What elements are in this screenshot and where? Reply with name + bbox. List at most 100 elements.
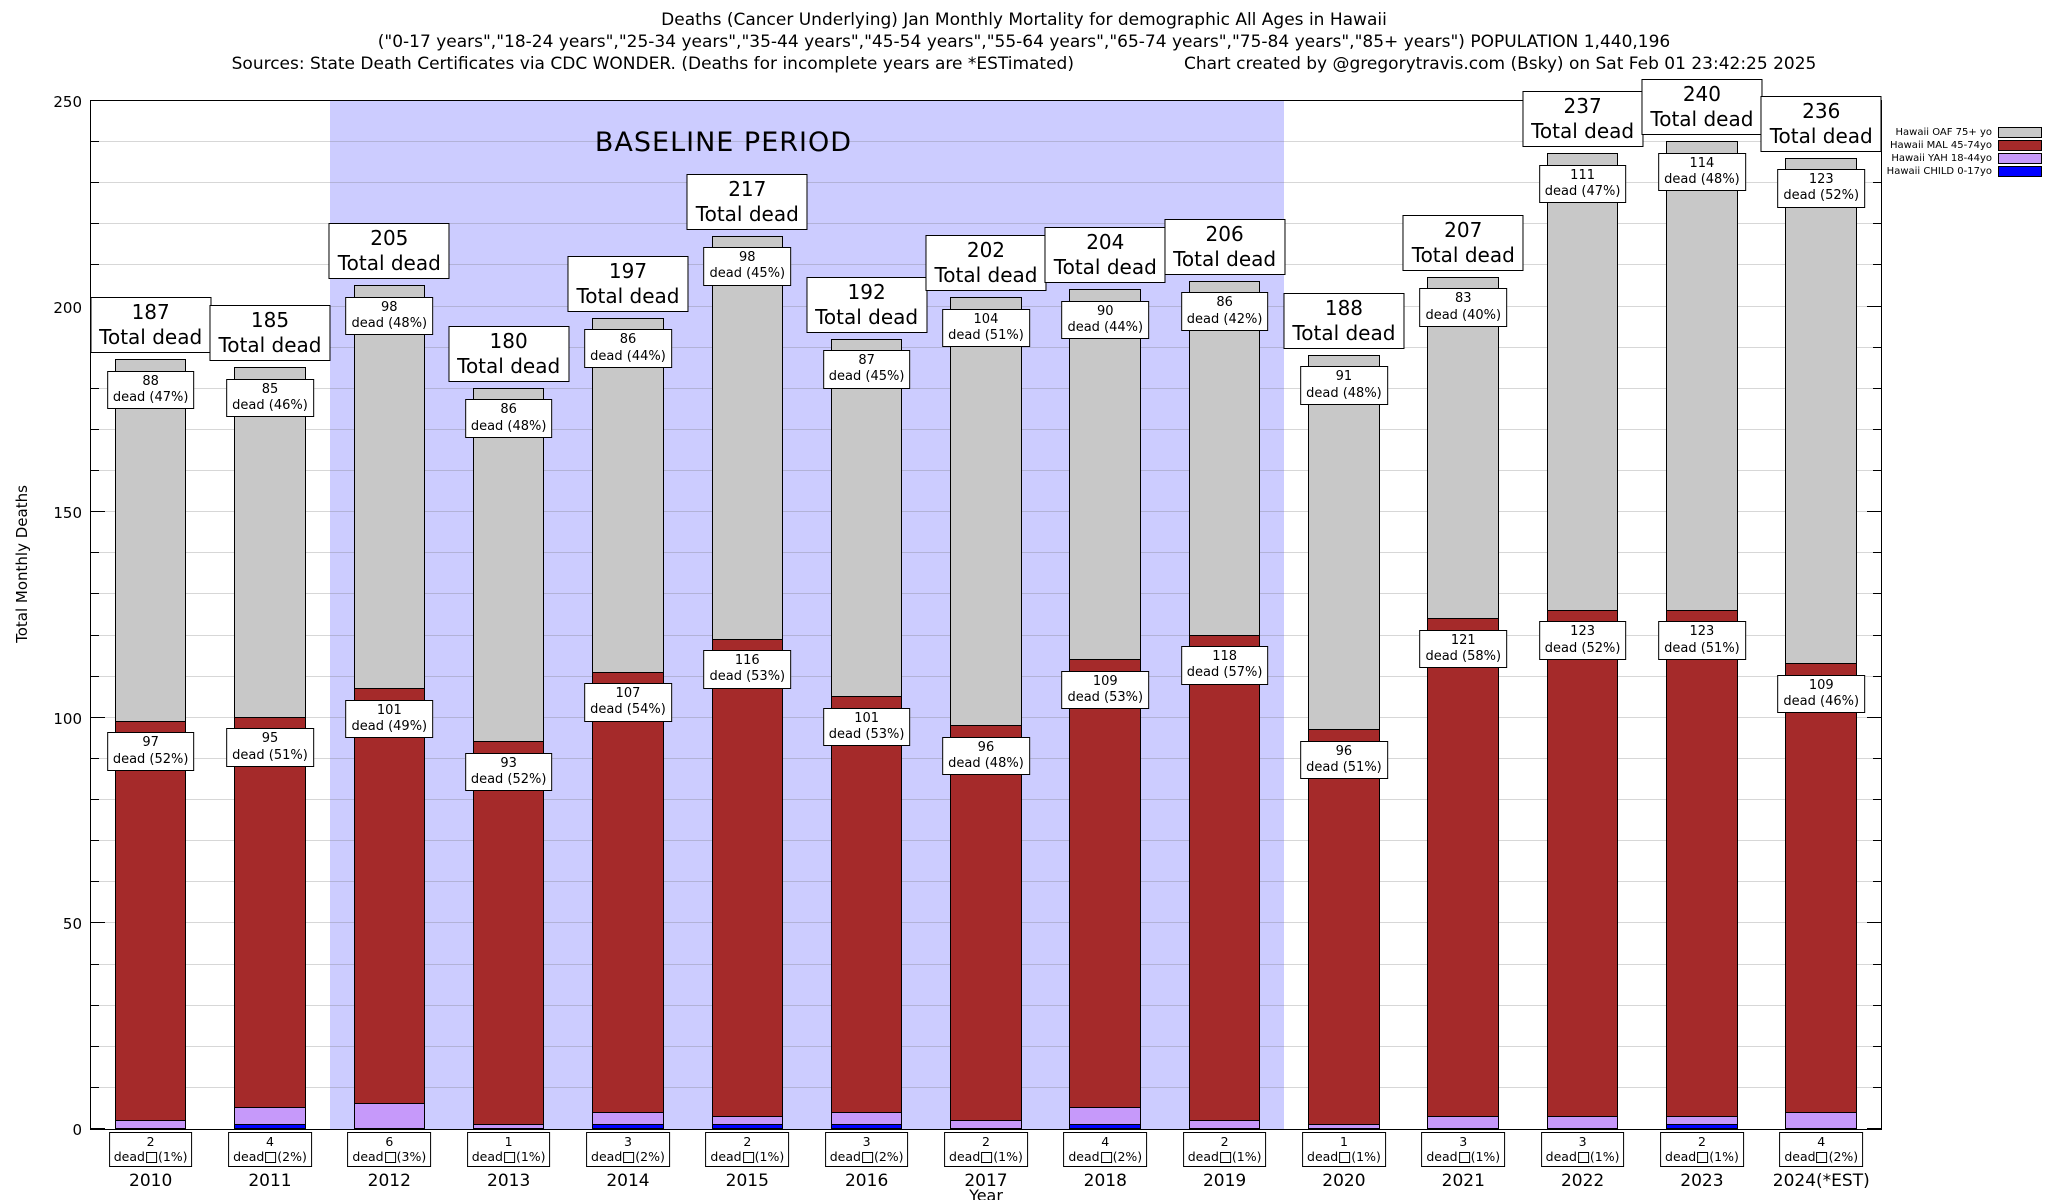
segment-hawaii-mal-45-74yo xyxy=(1666,609,1738,1117)
segment-label: 88 dead (47%) xyxy=(106,370,195,410)
total-dead-label: 206 Total dead xyxy=(1164,218,1286,275)
total-dead-label: 207 Total dead xyxy=(1402,214,1524,271)
segment-hawaii-oaf-75+-yo xyxy=(1546,153,1619,611)
segment-hawaii-yah-18-44yo xyxy=(592,1111,664,1125)
bar-group-2010: 2 dead (1%) 97 dead (52%) 88 dead (47%) 187 Tota… xyxy=(90,101,212,1191)
axis-tick xyxy=(1873,1086,1881,1088)
segment-hawaii-mal-45-74yo xyxy=(114,720,187,1121)
x-axis-label: Year xyxy=(969,1186,1003,1200)
axis-tick xyxy=(1873,963,1881,965)
segment-hawaii-yah-18-44yo xyxy=(1188,1119,1261,1129)
gridline xyxy=(91,141,1881,143)
segment-hawaii-yah-18-44yo xyxy=(1427,1115,1500,1129)
y-tick-label: 0 xyxy=(72,1121,82,1139)
axis-tick xyxy=(91,1045,99,1047)
x-tick-label: 2010 xyxy=(129,1171,173,1191)
segment-hawaii-mal-45-74yo xyxy=(1308,729,1380,1125)
total-dead-label: 187 Total dead xyxy=(90,297,212,354)
segment-hawaii-oaf-75+-yo xyxy=(1666,141,1738,611)
label-point-marker xyxy=(1816,1152,1828,1164)
segment-label: 2 dead (1%) xyxy=(1182,1131,1267,1167)
segment-label: 83 dead (40%) xyxy=(1419,288,1508,327)
segment-hawaii-mal-45-74yo xyxy=(830,696,903,1113)
segment-hawaii-oaf-75+-yo xyxy=(1308,354,1380,731)
legend-entry: Hawaii OAF 75+ yo xyxy=(1887,126,2042,139)
axis-tick xyxy=(91,799,99,801)
segment-hawaii-oaf-75+-yo xyxy=(234,367,306,718)
segment-label: 86 dead (48%) xyxy=(464,399,553,438)
segment-label: 87 dead (45%) xyxy=(822,350,911,389)
gridline xyxy=(91,182,1881,184)
segment-label: 98 dead (45%) xyxy=(703,247,792,286)
bar-group-2021: 3 dead (1%) 121 dead (58%) 83 dead (40%) 207 Tot… xyxy=(1402,101,1524,1191)
segment-label: 91 dead (48%) xyxy=(1300,366,1388,405)
credit-text: Chart created by @gregorytravis.com (Bsk… xyxy=(1183,54,1817,74)
segment-label: 86 dead (44%) xyxy=(584,329,672,368)
axis-tick xyxy=(1873,387,1881,389)
axis-tick xyxy=(91,593,99,595)
segment-label: 98 dead (48%) xyxy=(345,296,434,336)
segment-hawaii-yah-18-44yo xyxy=(1069,1107,1142,1125)
segment-label: 123 dead (51%) xyxy=(1658,621,1746,660)
segment-hawaii-oaf-75+-yo xyxy=(1188,280,1261,636)
label-point-marker xyxy=(742,1152,754,1164)
bar-group-2022: 3 dead (1%) 123 dead (52%) 111 dead (47%) 237 To… xyxy=(1522,91,1644,1191)
segment-label: 93 dead (52%) xyxy=(464,752,553,792)
x-tick-label: 2018 xyxy=(1083,1171,1127,1191)
legend-entry: Hawaii YAH 18-44yo xyxy=(1887,152,2042,165)
legend: Hawaii OAF 75+ yo Hawaii MAL 45-74yo Hawai… xyxy=(1887,126,2042,178)
axis-tick xyxy=(91,387,99,389)
segment-label: 96 dead (51%) xyxy=(1300,740,1388,780)
axis-tick xyxy=(91,182,99,184)
axis-tick xyxy=(91,881,99,883)
label-point-marker xyxy=(1697,1152,1709,1164)
bars-container: 2 dead (1%) 97 dead (52%) 88 dead (47%) 187 Tota… xyxy=(90,79,1882,1191)
legend-swatch xyxy=(1998,140,2042,151)
sources-text: Sources: State Death Certificates via CD… xyxy=(231,54,1074,74)
x-tick-label: 2011 xyxy=(248,1171,292,1191)
segment-label: 123 dead (52%) xyxy=(1538,621,1627,660)
total-dead-label: 217 Total dead xyxy=(686,173,808,230)
segment-label: 4 dead (2%) xyxy=(1063,1131,1148,1167)
total-dead-label: 204 Total dead xyxy=(1044,227,1166,284)
axis-tick xyxy=(1873,346,1881,348)
axis-tick xyxy=(1873,840,1881,842)
segment-hawaii-yah-18-44yo xyxy=(1785,1111,1858,1129)
segment-label: 3 dead (2%) xyxy=(824,1131,909,1167)
segment-hawaii-mal-45-74yo xyxy=(234,716,306,1109)
bar-group-2023: 2 dead (1%) 123 dead (51%) 114 dead (48%) 240 To… xyxy=(1641,79,1763,1191)
segment-label: 2 dead (1%) xyxy=(1660,1131,1744,1167)
segment-label: 2 dead (1%) xyxy=(944,1131,1028,1167)
segment-label: 96 dead (48%) xyxy=(942,736,1030,776)
segment-label: 3 dead (1%) xyxy=(1540,1131,1625,1167)
bar-group-2020: 1 dead (1%) 96 dead (51%) 91 dead (48%) 188 Tota… xyxy=(1283,101,1405,1191)
axis-tick xyxy=(91,716,105,718)
legend-entry: Hawaii MAL 45-74yo xyxy=(1887,139,2042,152)
bar-group-2024(*EST): 4 dead (2%) 109 dead (46%) 123 dead (52%) 236 To… xyxy=(1760,95,1882,1191)
axis-tick xyxy=(1873,634,1881,636)
legend-swatch xyxy=(1998,127,2042,138)
label-point-marker xyxy=(384,1152,396,1164)
label-point-marker xyxy=(145,1152,157,1164)
segment-hawaii-yah-18-44yo xyxy=(353,1103,426,1129)
axis-tick xyxy=(91,1004,99,1006)
segment-hawaii-mal-45-74yo xyxy=(1546,609,1619,1117)
axis-tick xyxy=(1873,1004,1881,1006)
segment-label: 116 dead (53%) xyxy=(703,650,792,689)
segment-hawaii-yah-18-44yo xyxy=(711,1115,784,1125)
segment-hawaii-mal-45-74yo xyxy=(1427,618,1500,1117)
segment-label: 109 dead (46%) xyxy=(1777,674,1866,714)
label-point-marker xyxy=(861,1152,873,1164)
axis-tick xyxy=(1873,470,1881,472)
x-tick-label: 2021 xyxy=(1441,1171,1485,1191)
bar-group-2018: 4 dead (2%) 109 dead (53%) 90 dead (44%) 204 Tot… xyxy=(1044,101,1166,1191)
axis-tick xyxy=(1873,223,1881,225)
axis-tick xyxy=(1867,922,1881,924)
label-point-marker xyxy=(503,1152,515,1164)
axis-tick xyxy=(1873,552,1881,554)
label-point-marker xyxy=(1458,1152,1470,1164)
y-tick-label: 50 xyxy=(62,915,82,934)
segment-label: 4 dead (2%) xyxy=(228,1131,312,1167)
axis-tick xyxy=(91,264,99,266)
